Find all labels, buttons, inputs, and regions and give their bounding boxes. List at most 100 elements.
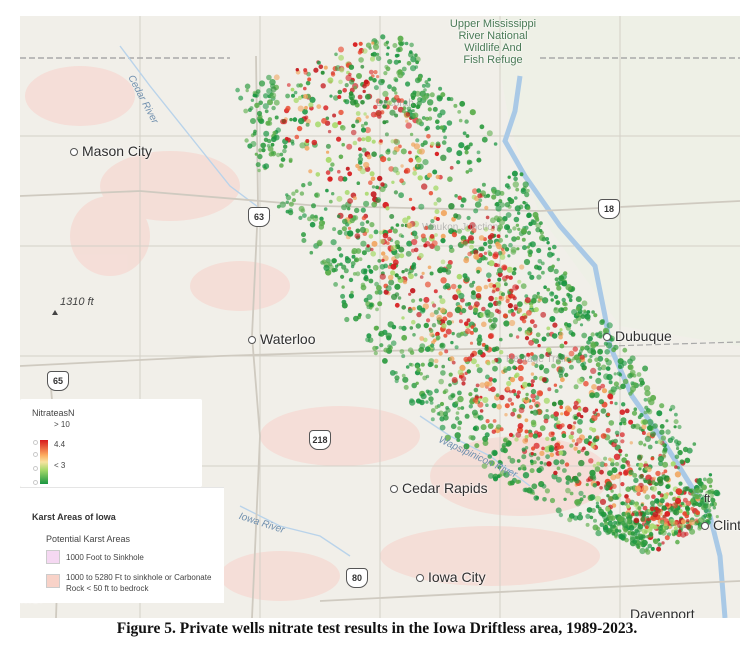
well-point	[530, 393, 536, 399]
well-point	[394, 78, 399, 83]
place-dubuque[interactable]: Dubuque	[603, 328, 672, 344]
well-point	[369, 222, 375, 228]
well-point	[382, 358, 388, 364]
well-point	[559, 459, 565, 465]
well-point	[599, 522, 605, 527]
well-point	[588, 435, 592, 440]
well-point	[290, 87, 295, 92]
well-point	[485, 419, 490, 424]
well-point	[649, 506, 655, 512]
karst-legend: Karst Areas of Iowa Potential Karst Area…	[20, 487, 224, 603]
well-point	[339, 67, 345, 73]
well-point	[276, 152, 281, 158]
well-point	[337, 175, 344, 182]
well-point	[454, 345, 459, 350]
place-cedar-rapids[interactable]: Cedar Rapids	[390, 480, 488, 496]
well-point	[385, 40, 390, 44]
well-point	[642, 365, 649, 372]
well-point	[501, 442, 507, 448]
well-point	[547, 247, 552, 251]
well-point	[469, 282, 475, 288]
well-point	[286, 83, 291, 87]
well-point	[316, 60, 321, 65]
refuge-label: Upper Mississippi River National Wildlif…	[449, 18, 537, 66]
elevation-label: 1310 ft	[60, 296, 94, 308]
well-point	[364, 127, 371, 134]
well-point	[507, 309, 512, 314]
well-point	[411, 103, 417, 108]
well-point	[444, 283, 451, 289]
well-point	[483, 227, 489, 232]
well-point	[509, 377, 516, 383]
well-point	[417, 175, 423, 181]
well-point	[641, 424, 647, 430]
well-point	[487, 278, 491, 282]
well-point	[647, 444, 653, 450]
nitrate-high-label: > 10	[54, 420, 70, 429]
well-point	[568, 330, 574, 336]
place-iowa-city[interactable]: Iowa City	[416, 569, 486, 585]
well-point	[443, 333, 448, 338]
place-waterloo[interactable]: Waterloo	[248, 331, 316, 347]
well-point	[243, 108, 249, 114]
well-point	[342, 218, 348, 225]
well-point	[409, 398, 414, 403]
well-point	[479, 382, 486, 388]
well-point	[370, 191, 377, 198]
well-point	[517, 308, 523, 313]
well-point	[434, 151, 440, 157]
well-point	[341, 302, 348, 309]
well-point	[394, 53, 399, 58]
well-point	[493, 142, 498, 146]
well-point	[283, 144, 288, 149]
well-point	[638, 467, 642, 471]
well-point	[515, 285, 520, 290]
well-point	[428, 116, 433, 121]
well-point	[343, 268, 349, 274]
well-point	[475, 363, 480, 368]
well-point	[518, 204, 524, 210]
well-point	[466, 369, 471, 374]
well-point	[387, 236, 392, 242]
well-point	[350, 290, 354, 295]
well-point	[579, 497, 584, 502]
well-point	[634, 535, 639, 540]
well-point	[599, 319, 605, 325]
well-point	[590, 508, 596, 513]
well-point	[599, 498, 607, 505]
map-canvas[interactable]: Upper Mississippi River National Wildlif…	[20, 16, 740, 618]
well-point	[384, 132, 389, 137]
well-point	[309, 96, 316, 103]
well-point	[682, 486, 688, 492]
well-point	[358, 147, 362, 152]
well-point	[332, 227, 337, 232]
well-point	[632, 539, 638, 545]
well-point	[390, 263, 397, 270]
well-point	[597, 366, 602, 371]
well-point	[429, 401, 434, 405]
well-point	[457, 284, 462, 289]
well-point	[464, 321, 469, 327]
well-point	[390, 226, 394, 230]
well-point	[284, 136, 289, 141]
well-point	[480, 424, 487, 431]
well-point	[325, 143, 331, 149]
well-point	[410, 288, 416, 294]
place-davenport[interactable]: Davenport	[630, 606, 695, 618]
well-point	[279, 163, 284, 168]
well-point	[626, 504, 631, 509]
well-point	[263, 163, 270, 170]
well-point	[521, 447, 526, 452]
well-point	[478, 253, 483, 258]
well-point	[512, 181, 519, 188]
well-point	[357, 50, 362, 55]
well-point	[633, 477, 639, 484]
well-point	[351, 123, 356, 129]
well-point	[522, 359, 528, 365]
place-mason-city[interactable]: Mason City	[70, 143, 152, 159]
well-point	[681, 519, 686, 525]
place-clinton[interactable]: Clinto	[701, 517, 740, 533]
well-point	[531, 361, 536, 366]
well-point	[590, 332, 595, 337]
well-point	[522, 181, 529, 188]
